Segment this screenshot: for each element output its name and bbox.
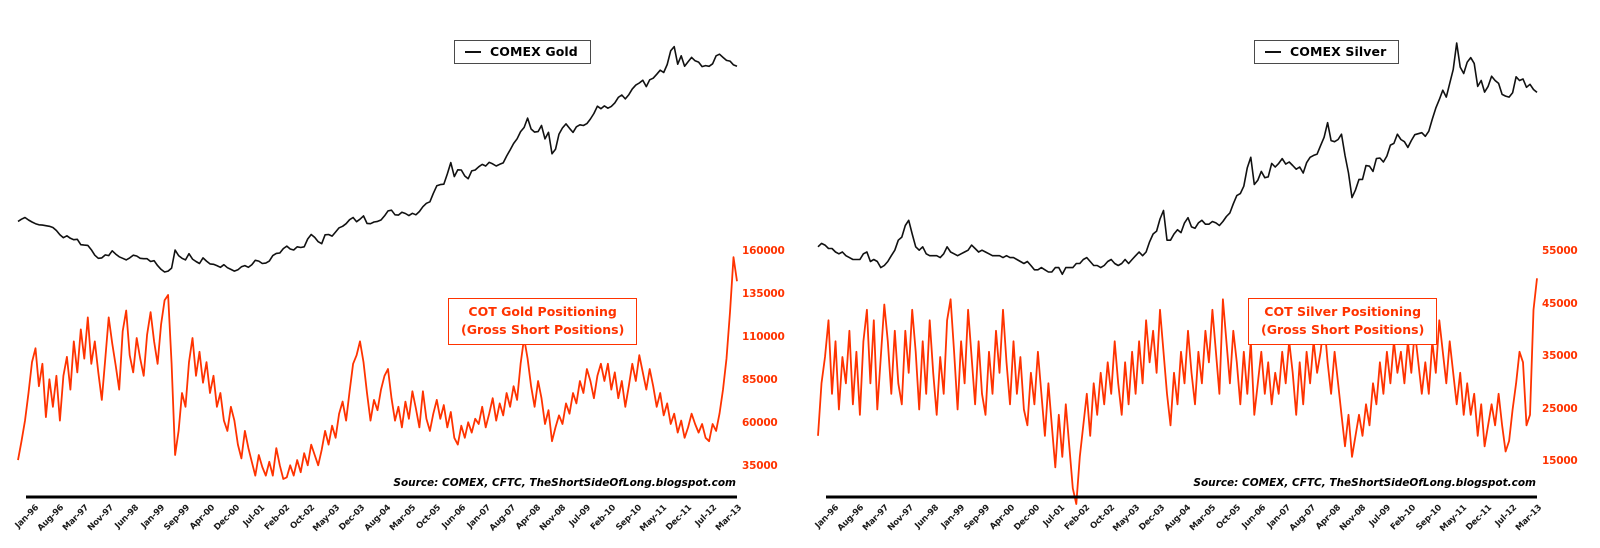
y-tick-label: 15000 bbox=[1542, 455, 1578, 467]
cot-silver-label-line1: COT Silver Positioning bbox=[1264, 304, 1422, 319]
y-tick-label: 110000 bbox=[742, 331, 785, 343]
cot-silver-label-box: COT Silver Positioning (Gross Short Posi… bbox=[1248, 298, 1438, 346]
cot-short-positions-line bbox=[17, 256, 738, 480]
y-tick-label: 135000 bbox=[742, 288, 785, 300]
cot-silver-label-line2: (Gross Short Positions) bbox=[1261, 322, 1425, 338]
y-tick-label: 45000 bbox=[1542, 297, 1578, 310]
silver-legend-label: COMEX Silver bbox=[1290, 44, 1387, 59]
y-tick-label: 160000 bbox=[742, 245, 785, 257]
cot-gold-label-line1: COT Gold Positioning bbox=[468, 304, 617, 319]
y-tick-label: 25000 bbox=[1542, 402, 1578, 415]
price-line bbox=[817, 42, 1538, 276]
silver-chart-panel: COMEX Silver COT Silver Positioning (Gro… bbox=[800, 0, 1600, 548]
gold-chart-panel: COMEX Gold COT Gold Positioning (Gross S… bbox=[13, 40, 785, 534]
y-tick-label: 35000 bbox=[1542, 350, 1578, 362]
y-tick-label: 55000 bbox=[1542, 245, 1578, 257]
gold-plot-area bbox=[17, 45, 738, 499]
y-tick-label: 60000 bbox=[742, 417, 778, 429]
legend-line-icon bbox=[1265, 50, 1281, 53]
y-tick-label: 35000 bbox=[742, 460, 778, 472]
y-tick-label: 85000 bbox=[742, 374, 778, 386]
silver-legend: COMEX Silver bbox=[1254, 40, 1400, 64]
cot-short-positions-line bbox=[817, 278, 1538, 505]
silver-source-note: Source: COMEX, CFTC, TheShortSideOfLong.… bbox=[1193, 477, 1536, 489]
gold-legend-label: COMEX Gold bbox=[490, 44, 578, 59]
gold-source-note: Source: COMEX, CFTC, TheShortSideOfLong.… bbox=[393, 477, 736, 489]
cot-gold-label-line2: (Gross Short Positions) bbox=[461, 322, 625, 338]
cot-gold-label-box: COT Gold Positioning (Gross Short Positi… bbox=[448, 298, 638, 346]
gold-legend: COMEX Gold bbox=[454, 40, 591, 64]
legend-line-icon bbox=[465, 50, 481, 53]
price-line bbox=[17, 45, 738, 273]
silver-plot-area bbox=[817, 42, 1538, 505]
